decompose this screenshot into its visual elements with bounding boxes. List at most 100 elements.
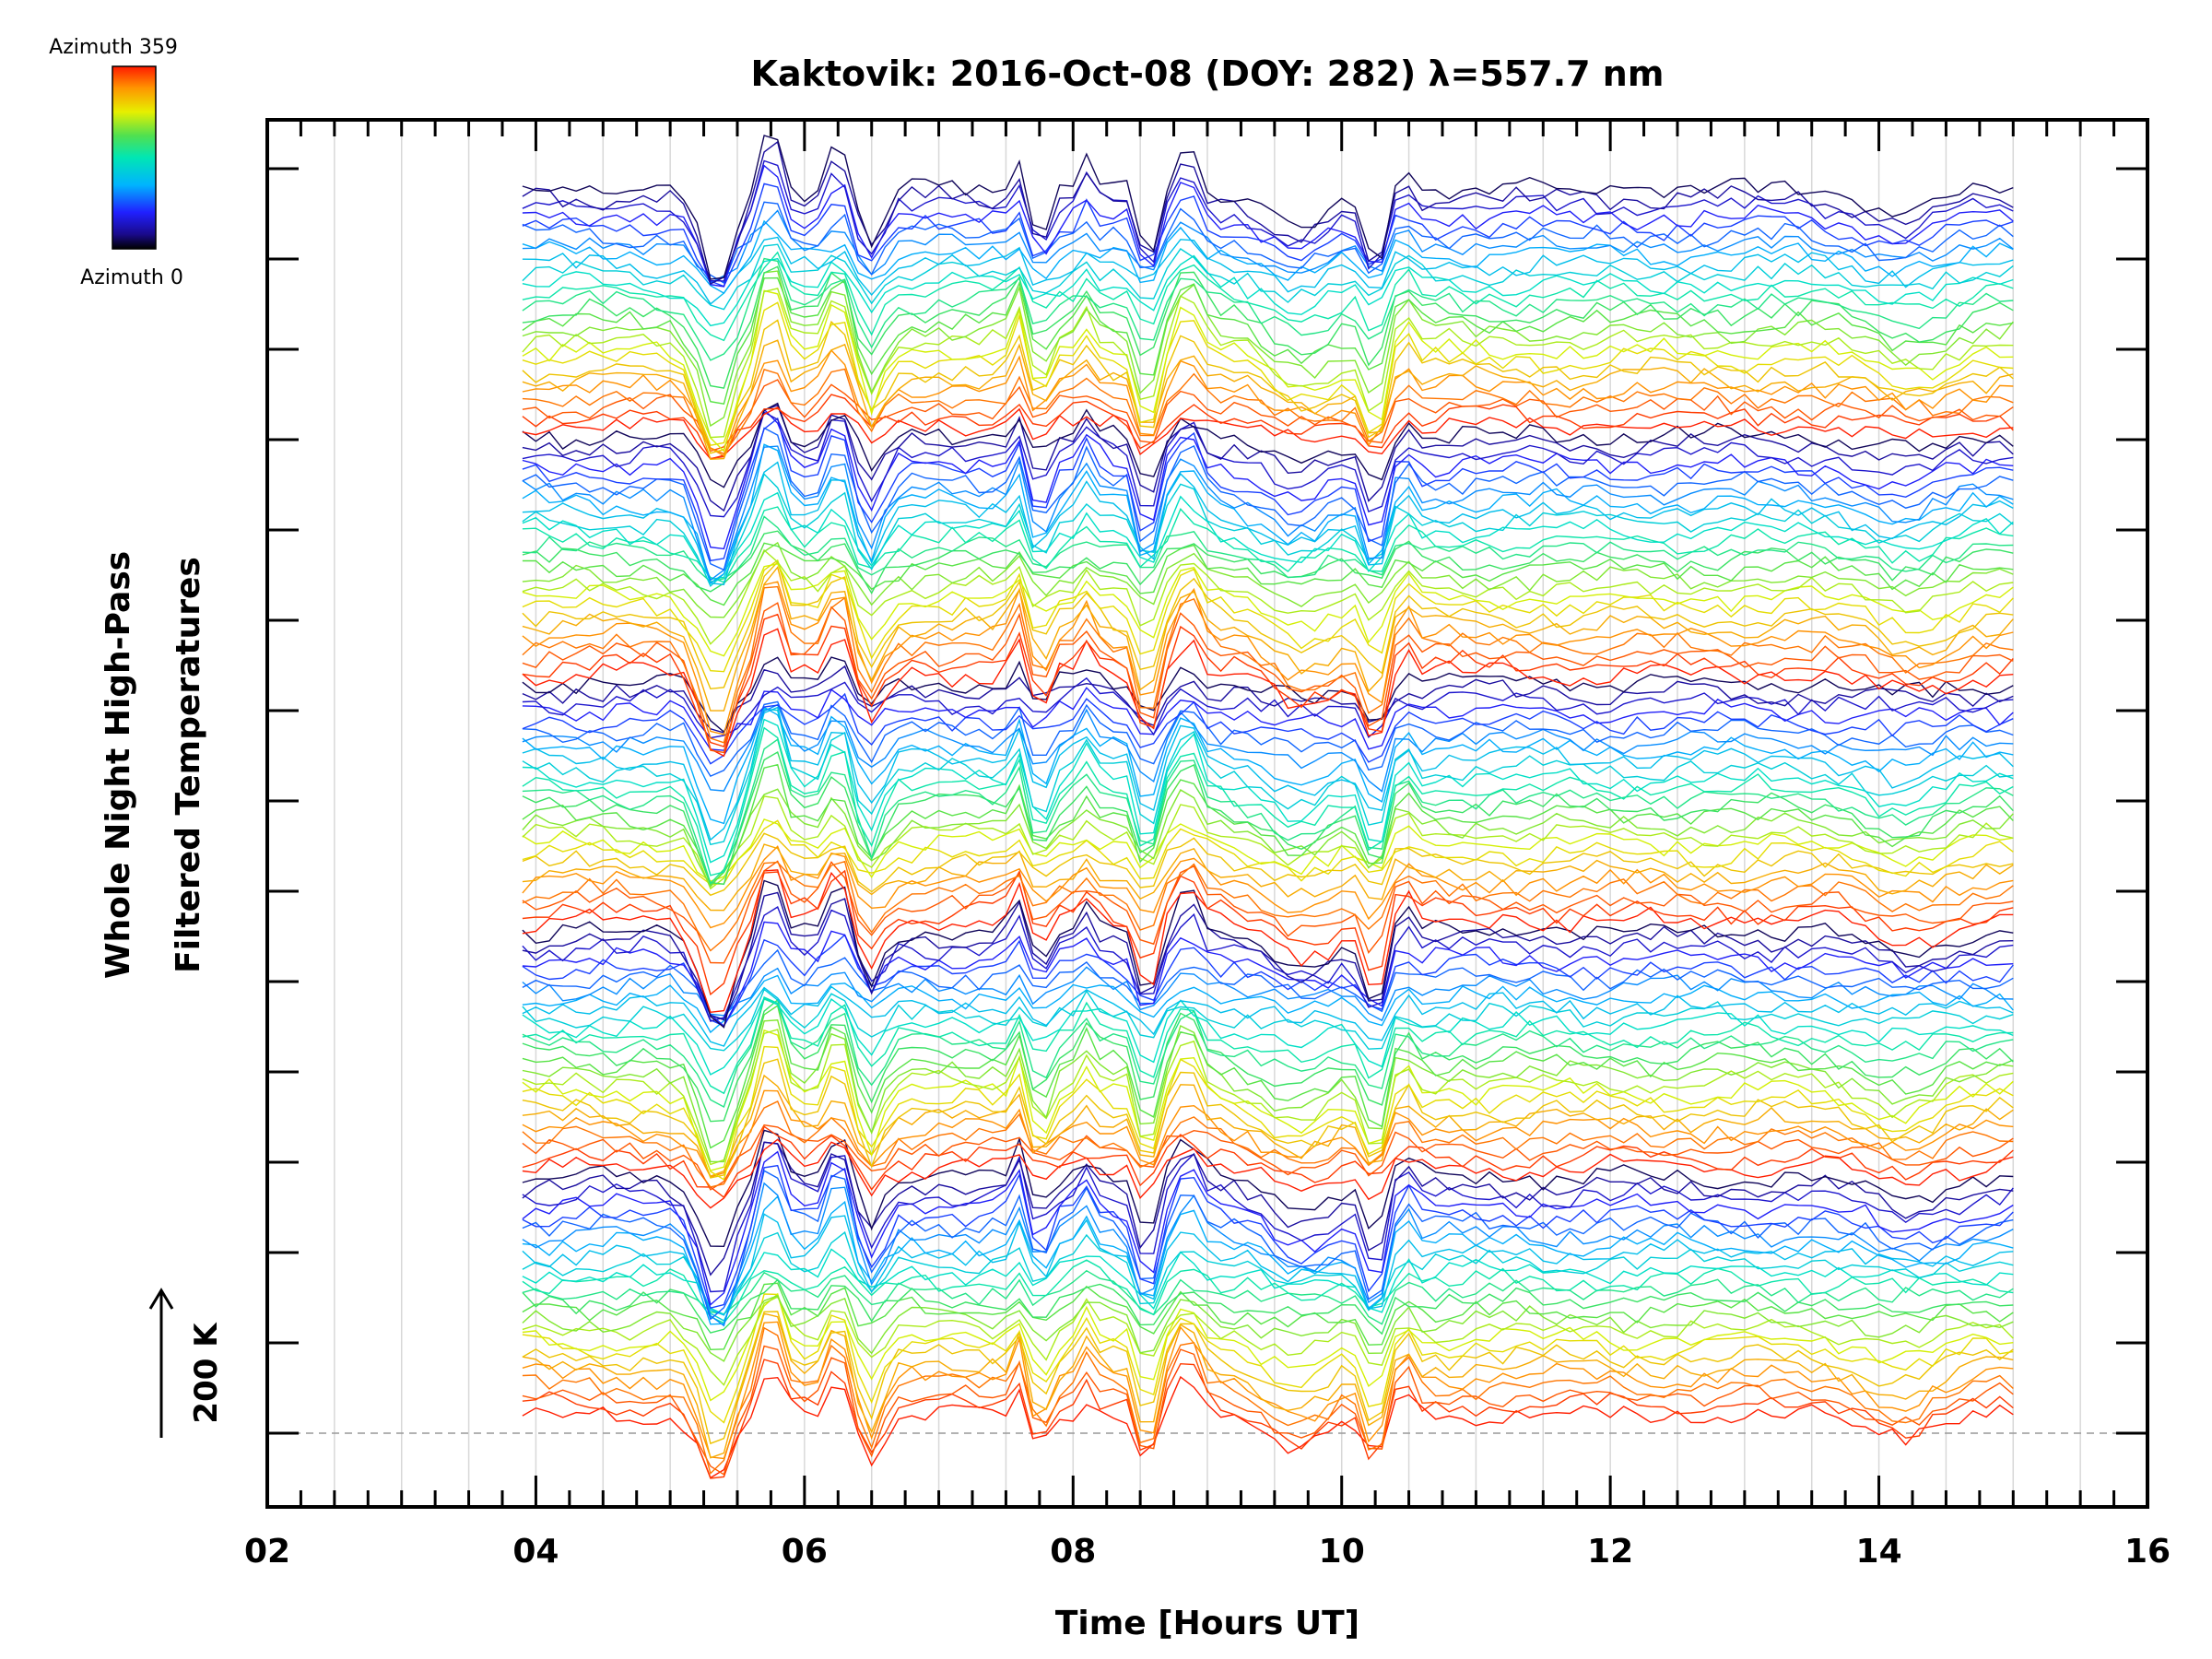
- azimuth-trace: [522, 1125, 2014, 1199]
- azimuth-trace: [522, 1375, 2014, 1479]
- azimuth-trace: [522, 1150, 2014, 1306]
- azimuth-trace: [522, 998, 2014, 1109]
- azimuth-trace: [522, 1089, 2014, 1178]
- azimuth-trace: [522, 1141, 2014, 1277]
- azimuth-trace: [522, 974, 2014, 1034]
- azimuth-trace: [522, 542, 2014, 606]
- scale-arrow-head: [148, 1288, 174, 1310]
- azimuth-trace: [522, 1359, 2014, 1479]
- azimuth-trace: [522, 585, 2014, 744]
- azimuth-trace: [522, 1074, 2014, 1178]
- azimuth-trace: [522, 763, 2014, 887]
- azimuth-trace: [522, 1294, 2014, 1362]
- azimuth-trace: [522, 1029, 2014, 1171]
- azimuth-trace: [522, 860, 2014, 952]
- x-tick-label: 02: [244, 1533, 290, 1571]
- azimuth-trace: [522, 276, 2014, 405]
- azimuth-trace: [522, 541, 2014, 618]
- azimuth-trace: [522, 236, 2014, 305]
- x-tick-labels: 02 04 06 08 10 12 14 16: [244, 1533, 2171, 1571]
- azimuth-trace: [522, 182, 2014, 288]
- x-tick-label: 08: [1050, 1533, 1096, 1571]
- azimuth-trace: [522, 1278, 2014, 1335]
- azimuth-trace: [522, 832, 2014, 897]
- azimuth-trace: [522, 270, 2014, 428]
- azimuth-trace: [522, 417, 2014, 562]
- scale-label: 200 K: [188, 1322, 225, 1424]
- y-axis-label-line1: Whole Night High-Pass: [100, 551, 137, 979]
- azimuth-trace: [522, 921, 2014, 1028]
- azimuth-trace: [522, 289, 2014, 453]
- azimuth-trace: [522, 1029, 2014, 1166]
- azimuth-trace: [522, 135, 2014, 280]
- azimuth-trace: [522, 1164, 2014, 1310]
- azimuth-trace: [522, 818, 2014, 882]
- azimuth-trace: [522, 988, 2014, 1052]
- azimuth-trace: [522, 843, 2014, 912]
- azimuth-trace: [522, 379, 2014, 453]
- azimuth-trace: [522, 718, 2014, 864]
- azimuth-trace: [522, 1326, 2014, 1475]
- azimuth-trace: [522, 934, 2014, 1027]
- azimuth-trace: [522, 491, 2014, 581]
- azimuth-trace: [522, 996, 2014, 1095]
- azimuth-trace: [522, 1100, 2014, 1188]
- scale-indicator: 200 K: [148, 1288, 225, 1438]
- x-axis-label: Time [Hours UT]: [1055, 1605, 1359, 1642]
- azimuth-trace: [522, 265, 2014, 389]
- azimuth-trace: [522, 1124, 2014, 1191]
- colorbar: Azimuth 359 Azimuth 0: [49, 36, 183, 289]
- azimuth-trace: [522, 788, 2014, 888]
- azimuth-trace: [522, 1230, 2014, 1322]
- azimuth-trace: [522, 404, 2014, 512]
- azimuth-trace: [522, 948, 2014, 1020]
- azimuth-trace: [522, 394, 2014, 460]
- azimuth-trace: [522, 1170, 2014, 1321]
- azimuth-trace: [522, 506, 2014, 583]
- azimuth-trace: [522, 1321, 2014, 1460]
- azimuth-trace: [522, 581, 2014, 735]
- azimuth-trace: [522, 869, 2014, 996]
- axis-ticks: [265, 120, 2149, 1507]
- azimuth-trace: [522, 427, 2014, 571]
- colorbar-max-label: Azimuth 359: [49, 36, 178, 59]
- azimuth-trace: [522, 1058, 2014, 1179]
- azimuth-trace: [522, 1259, 2014, 1324]
- azimuth-trace: [522, 368, 2014, 455]
- azimuth-trace: [522, 665, 2014, 734]
- azimuth-trace: [522, 891, 2014, 1021]
- azimuth-trace: [522, 906, 2014, 1022]
- azimuth-trace: [522, 319, 2014, 454]
- azimuth-trace: [522, 140, 2014, 286]
- x-tick-label: 10: [1319, 1533, 1365, 1571]
- azimuth-trace: [522, 164, 2014, 288]
- azimuth-trace: [522, 209, 2014, 284]
- azimuth-trace: [522, 613, 2014, 747]
- azimuth-trace: [522, 1182, 2014, 1327]
- azimuth-trace: [522, 560, 2014, 690]
- azimuth-trace: [522, 750, 2014, 886]
- azimuth-trace: [522, 348, 2014, 457]
- x-tick-label: 04: [512, 1533, 559, 1571]
- colorbar-min-label: Azimuth 0: [80, 266, 183, 289]
- azimuth-trace: [522, 565, 2014, 712]
- azimuth-trace: [522, 288, 2014, 439]
- azimuth-trace: [522, 1019, 2014, 1163]
- azimuth-trace: [522, 406, 2014, 460]
- azimuth-trace: [522, 339, 2014, 461]
- azimuth-trace: [522, 1293, 2014, 1424]
- colorbar-gradient: [112, 65, 157, 250]
- azimuth-trace: [522, 869, 2014, 1014]
- azimuth-trace: [522, 445, 2014, 582]
- azimuth-trace: [522, 461, 2014, 586]
- azimuth-trace: [522, 1195, 2014, 1325]
- azimuth-trace: [522, 243, 2014, 311]
- azimuth-trace: [522, 677, 2014, 739]
- azimuth-trace: [522, 726, 2014, 877]
- azimuth-trace: [522, 563, 2014, 657]
- azimuth-trace: [522, 1269, 2014, 1325]
- azimuth-trace: [522, 548, 2014, 645]
- azimuth-trace: [522, 656, 2014, 734]
- azimuth-trace: [522, 411, 2014, 518]
